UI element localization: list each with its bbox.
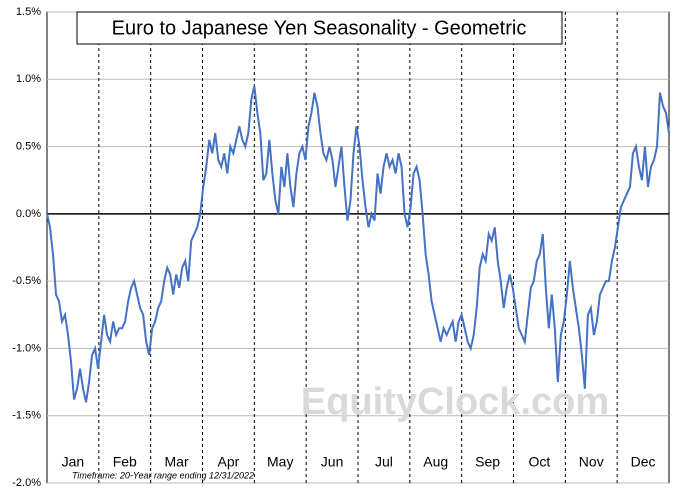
grid	[47, 11, 669, 484]
x-tick-label: Feb	[113, 454, 137, 470]
y-tick-label: -1.0%	[12, 342, 41, 354]
y-tick-label: -0.5%	[12, 275, 41, 287]
watermark: EquityClock.com	[301, 381, 609, 423]
x-tick-label: Jul	[375, 454, 393, 470]
x-tick-label: Mar	[165, 454, 189, 470]
chart-title: Euro to Japanese Yen Seasonality - Geome…	[112, 17, 527, 39]
x-tick-label: Nov	[579, 454, 604, 470]
y-tick-label: 0.5%	[16, 140, 41, 152]
x-tick-label: Aug	[423, 454, 448, 470]
y-tick-label: 1.5%	[16, 6, 41, 18]
x-tick-label: Jun	[321, 454, 344, 470]
title-box	[76, 11, 563, 45]
y-tick-label: 0.0%	[16, 208, 41, 220]
footnote: Timeframe: 20-Year range ending 12/31/20…	[72, 470, 254, 480]
series-line	[46, 85, 670, 403]
x-tick-label: Oct	[529, 454, 551, 470]
x-tick-label: Apr	[218, 454, 240, 470]
x-tick-label: Jan	[62, 454, 85, 470]
marks	[46, 85, 670, 403]
x-tick-label: Dec	[631, 454, 656, 470]
y-tick-label: -2.0%	[12, 477, 41, 489]
y-tick-label: -1.5%	[12, 410, 41, 422]
y-tick-label: 1.0%	[16, 73, 41, 85]
x-tick-label: Sep	[475, 454, 500, 470]
x-tick-label: May	[267, 454, 293, 470]
